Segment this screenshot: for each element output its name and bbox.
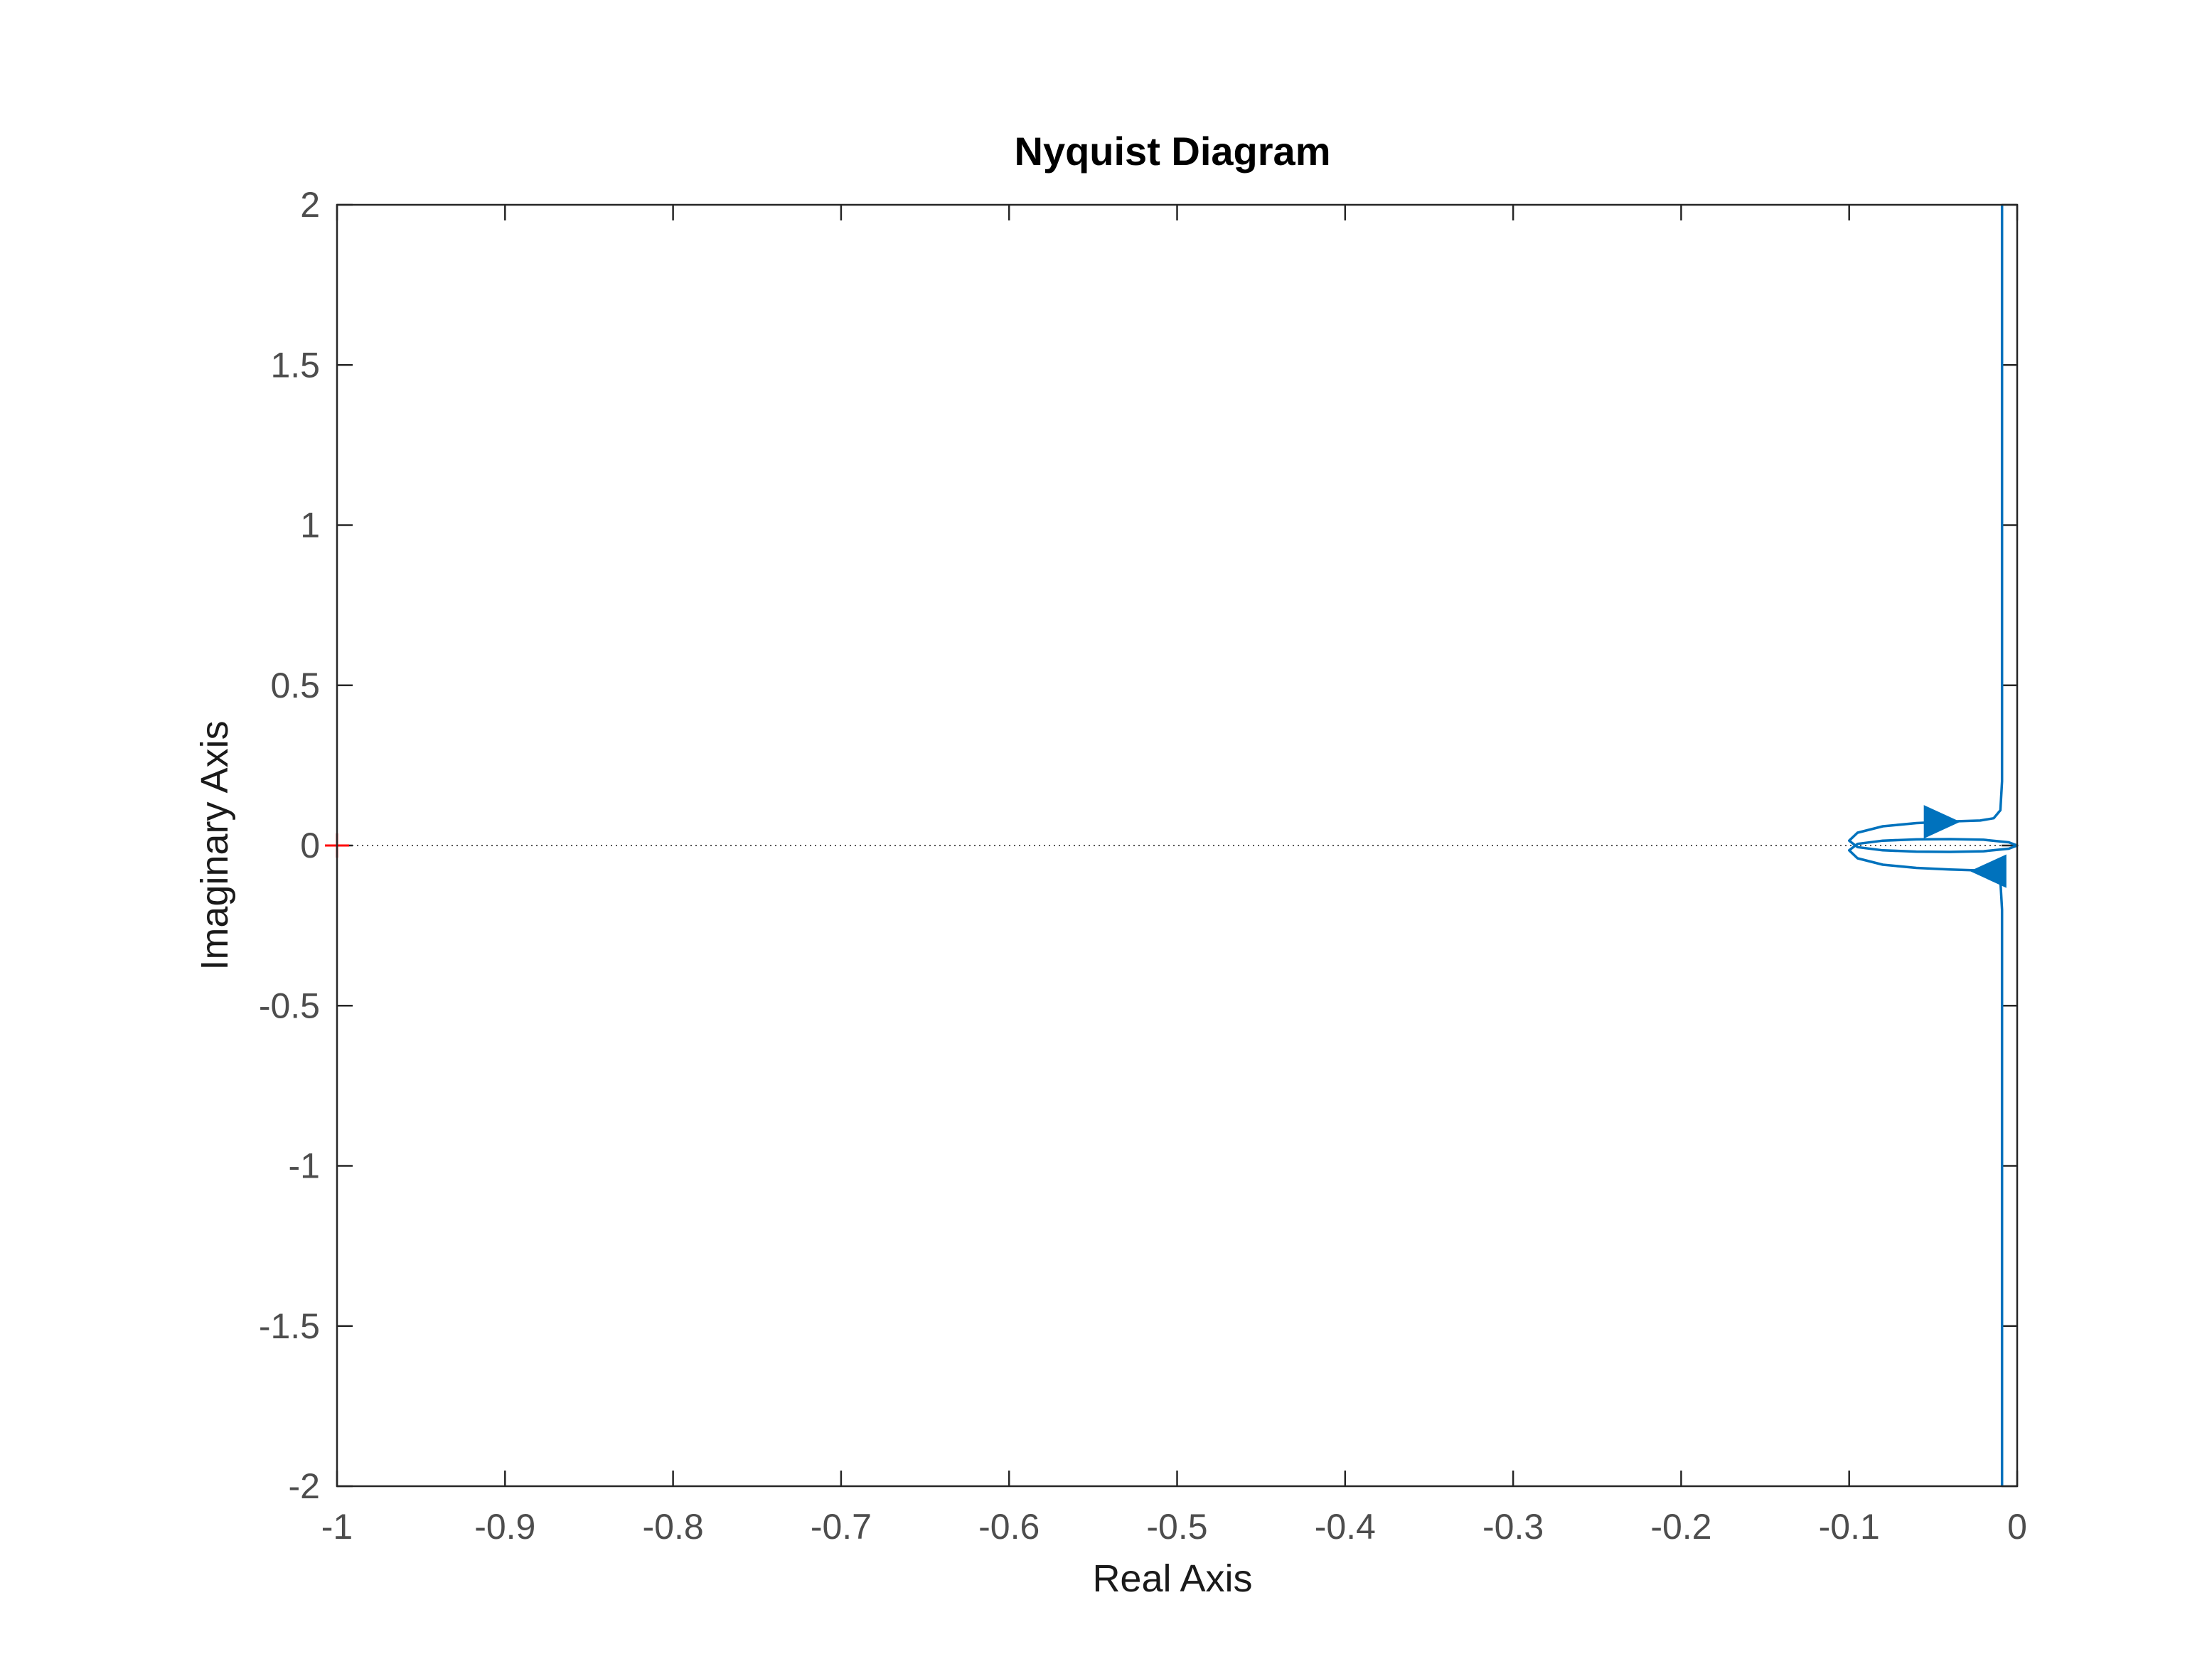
y-axis-label: Imaginary Axis: [193, 720, 236, 970]
y-tick-label: -2: [289, 1466, 320, 1506]
axes-box: [336, 203, 2019, 1488]
x-tick-label: -0.7: [811, 1507, 872, 1547]
y-tick-label: 2: [300, 185, 320, 225]
plot-area: [337, 205, 2017, 1486]
y-tick-labels: 2 1.5 1 0.5 0 -0.5 -1 -1.5 -2: [259, 185, 320, 1506]
x-tick-label: -0.3: [1482, 1507, 1544, 1547]
x-tick-label: -0.6: [978, 1507, 1040, 1547]
x-tick-labels: -1 -0.9 -0.8 -0.7 -0.6 -0.5 -0.4 -0.3 -0.2 -0.1 0: [321, 1507, 2027, 1547]
y-tick-label: -1: [289, 1146, 320, 1186]
x-tick-label: -0.4: [1315, 1507, 1376, 1547]
x-axis-label: Real Axis: [1092, 1557, 1252, 1600]
direction-arrow: [1923, 805, 1961, 839]
y-tick-label: -0.5: [259, 986, 320, 1025]
y-tick-label: -1.5: [259, 1306, 320, 1346]
y-tick-label: 1.5: [270, 345, 320, 385]
x-tick-label: -0.8: [643, 1507, 704, 1547]
direction-arrow: [1970, 854, 2007, 888]
chart-title: Nyquist Diagram: [1015, 129, 1331, 174]
x-tick-label: 0: [2007, 1507, 2027, 1547]
x-tick-label: -0.2: [1650, 1507, 1711, 1547]
y-tick-label: 1: [300, 506, 320, 545]
y-tick-label: 0: [300, 826, 320, 865]
x-tick-label: -1: [321, 1507, 353, 1547]
x-tick-label: -0.5: [1146, 1507, 1207, 1547]
x-tick-label: -0.1: [1819, 1507, 1880, 1547]
y-tick-label: 0.5: [270, 666, 320, 705]
x-tick-label: -0.9: [474, 1507, 535, 1547]
